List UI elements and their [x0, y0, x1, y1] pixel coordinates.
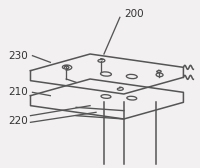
Text: 230: 230 — [9, 51, 28, 61]
Text: 210: 210 — [9, 87, 28, 97]
Text: 220: 220 — [9, 116, 28, 126]
Text: 200: 200 — [124, 9, 143, 19]
